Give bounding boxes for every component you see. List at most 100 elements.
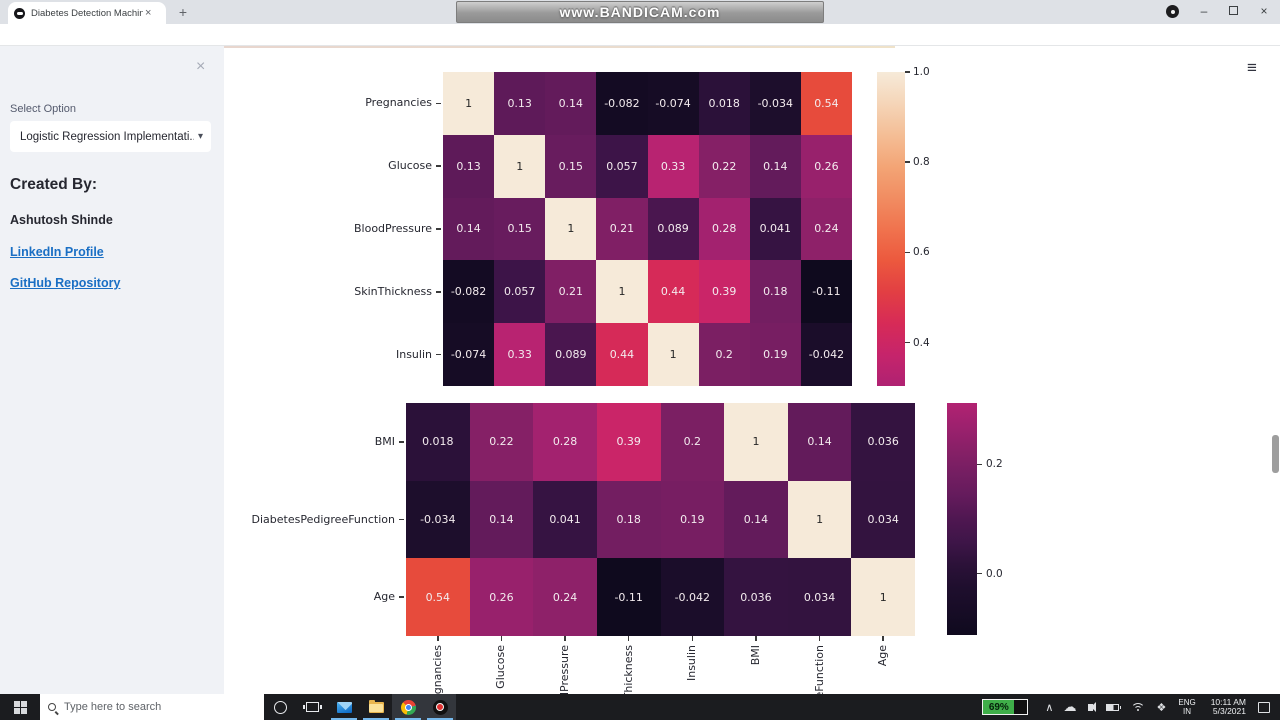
- heatmap-cell: 0.034: [787, 558, 852, 636]
- y-axis-tick: [399, 441, 404, 443]
- sidebar-close-icon[interactable]: ×: [196, 58, 206, 75]
- x-axis-tick: [564, 636, 566, 641]
- x-axis-label: Insulin: [685, 645, 699, 682]
- x-axis-label: BMI: [748, 645, 762, 666]
- page-scrollbar-thumb[interactable]: [1272, 435, 1279, 473]
- record-indicator-icon[interactable]: [1166, 5, 1179, 18]
- heatmap-cell: 0.018: [698, 72, 750, 135]
- mail-icon: [336, 701, 352, 713]
- onedrive-cloud-icon[interactable]: ☁: [1063, 699, 1077, 715]
- date-text: 5/3/2021: [1212, 706, 1246, 716]
- time-text: 10:11 AM: [1210, 696, 1246, 707]
- battery-meter-widget: 69%: [982, 699, 1029, 715]
- heatmap-cell: 0.14: [469, 480, 534, 559]
- author-name: Ashutosh Shinde: [10, 213, 113, 227]
- battery-percent: 69%: [983, 700, 1015, 714]
- heatmap-cell: 0.036: [724, 558, 788, 636]
- y-axis-label: BMI: [374, 434, 395, 448]
- colorbar-tick: [905, 251, 910, 254]
- mail-button[interactable]: [328, 694, 360, 720]
- colorbar-tick-label: 0.6: [913, 246, 930, 259]
- heatmap-cell: -0.034: [749, 72, 801, 135]
- y-axis-tick: [436, 291, 441, 293]
- y-axis-tick: [399, 518, 404, 521]
- wifi-icon[interactable]: [1131, 702, 1146, 712]
- clock[interactable]: 10:11 AM 5/3/2021: [1210, 696, 1246, 717]
- browser-tab[interactable]: Diabetes Detection Machine Lea ×: [8, 2, 166, 24]
- heatmap-cell: 0.13: [443, 134, 495, 198]
- chrome-icon: [400, 699, 416, 715]
- x-axis-label: SkinThickness: [621, 645, 635, 694]
- new-tab-button[interactable]: +: [178, 4, 188, 20]
- colorbar-tick-label: 0.8: [913, 156, 930, 169]
- heatmap-cell: 0.18: [596, 480, 661, 559]
- heatmap-cell: 0.034: [851, 480, 915, 559]
- heatmap-cell: 0.089: [647, 197, 699, 261]
- heatmap-cell: 0.33: [647, 134, 699, 198]
- heatmap-cell: 0.14: [443, 197, 495, 261]
- bandicam-button[interactable]: [424, 694, 456, 720]
- chrome-button[interactable]: [392, 694, 424, 720]
- y-axis-tick: [399, 596, 404, 598]
- heatmap-cell: 0.2: [698, 323, 750, 386]
- bandicam-icon: [432, 699, 448, 715]
- tab-close-icon[interactable]: ×: [145, 7, 152, 19]
- y-axis-tick: [436, 228, 441, 230]
- chevron-down-icon: ▾: [197, 131, 203, 142]
- web-page: ≡ × Select Option Logistic Regression Im…: [0, 46, 1280, 694]
- heatmap-cell: 0.14: [787, 403, 852, 481]
- search-placeholder: Type here to search: [64, 701, 162, 713]
- heatmap-cell: 0.18: [749, 260, 801, 324]
- model-select-dropdown[interactable]: Logistic Regression Implementati... ▾: [10, 121, 211, 152]
- x-axis-tick: [755, 636, 757, 641]
- file-explorer-button[interactable]: [360, 694, 392, 720]
- battery-icon[interactable]: [1106, 703, 1122, 711]
- x-axis-tick: [818, 636, 821, 641]
- heatmap-cell: -0.082: [443, 260, 495, 324]
- cortana-button[interactable]: [264, 694, 296, 720]
- colorbar-tick-label: 0.0: [986, 567, 1003, 580]
- heatmap-cell: -0.034: [406, 480, 470, 559]
- heatmap-cell: 0.24: [800, 197, 852, 261]
- heatmap-cell: 0.44: [596, 323, 648, 386]
- heatmap-cell: -0.042: [660, 558, 725, 636]
- colorbar-tick: [977, 572, 982, 575]
- window-minimize-button[interactable]: –: [1200, 4, 1208, 18]
- task-view-button[interactable]: [296, 694, 328, 720]
- speaker-icon[interactable]: [1088, 701, 1097, 712]
- heatmap-cell: 1: [787, 480, 852, 559]
- heatmap-cell: 0.041: [749, 197, 801, 261]
- heatmap-cell: 0.33: [494, 323, 546, 386]
- linkedin-link[interactable]: LinkedIn Profile: [10, 245, 104, 259]
- y-axis-tick: [436, 353, 441, 356]
- tray-expand-icon[interactable]: ∧: [1045, 700, 1054, 714]
- x-axis-label: Age: [876, 645, 890, 667]
- language-indicator[interactable]: ENG IN: [1178, 698, 1196, 716]
- dropbox-icon[interactable]: ❖: [1156, 700, 1167, 714]
- y-axis-tick: [436, 102, 441, 105]
- heatmap-cell: 0.28: [698, 197, 750, 261]
- window-restore-button[interactable]: [1229, 6, 1238, 15]
- system-tray: 69% ∧ ☁ ❖ ENG IN 10:11 AM 5/3/2021: [982, 694, 1280, 720]
- heatmap-cell: 0.54: [406, 558, 470, 636]
- heatmap-cell: 0.26: [469, 558, 534, 636]
- y-axis-label: Pregnancies: [365, 96, 432, 110]
- taskbar-search[interactable]: Type here to search: [40, 694, 264, 720]
- x-axis-tick: [500, 636, 503, 641]
- start-button[interactable]: [0, 694, 40, 720]
- action-center-icon[interactable]: [1258, 701, 1270, 713]
- correlation-heatmap-bottom: 0.018 0.22 0.28 0.39 0.2 1 0.14 0.036 -0.034 0.14…: [406, 403, 915, 636]
- github-link[interactable]: GitHub Repository: [10, 276, 121, 290]
- browser-tabstrip: Diabetes Detection Machine Lea × + www.B…: [0, 0, 1280, 24]
- heatmap-cell: 0.057: [596, 134, 648, 198]
- app-menu-icon[interactable]: ≡: [1247, 58, 1257, 77]
- x-axis-label: BloodPressure: [558, 645, 572, 694]
- colorbar-top: [877, 72, 905, 386]
- heatmap-cell: 1: [851, 558, 915, 636]
- select-option-label: Select Option: [10, 103, 77, 115]
- window-close-button[interactable]: ×: [1260, 4, 1268, 18]
- heatmap-cell: 0.39: [596, 403, 661, 481]
- heatmap-cell: 0.13: [494, 72, 546, 135]
- y-axis-label: Glucose: [388, 159, 432, 173]
